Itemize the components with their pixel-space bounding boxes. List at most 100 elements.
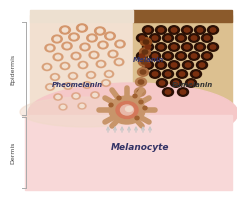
Ellipse shape	[68, 73, 78, 79]
Ellipse shape	[54, 37, 60, 41]
Ellipse shape	[150, 34, 160, 42]
Ellipse shape	[204, 36, 210, 40]
Ellipse shape	[98, 41, 108, 49]
Ellipse shape	[184, 45, 190, 49]
Ellipse shape	[64, 44, 70, 48]
Ellipse shape	[193, 72, 199, 76]
Ellipse shape	[163, 34, 173, 42]
Ellipse shape	[188, 52, 200, 60]
Ellipse shape	[145, 45, 151, 49]
Ellipse shape	[52, 35, 62, 43]
Ellipse shape	[81, 63, 85, 67]
Ellipse shape	[179, 72, 185, 76]
Ellipse shape	[61, 105, 65, 109]
Ellipse shape	[109, 103, 113, 107]
Ellipse shape	[155, 61, 167, 69]
Ellipse shape	[136, 78, 146, 86]
Ellipse shape	[109, 96, 145, 124]
Ellipse shape	[117, 96, 121, 100]
Ellipse shape	[71, 74, 75, 78]
Ellipse shape	[59, 26, 70, 34]
Ellipse shape	[152, 72, 158, 76]
Ellipse shape	[143, 40, 149, 44]
Ellipse shape	[199, 63, 205, 67]
Ellipse shape	[142, 50, 148, 54]
Ellipse shape	[141, 60, 147, 64]
Text: Melanocyte: Melanocyte	[111, 144, 169, 152]
Ellipse shape	[93, 93, 97, 97]
Ellipse shape	[55, 55, 60, 59]
Ellipse shape	[100, 43, 105, 47]
Ellipse shape	[201, 34, 213, 42]
Ellipse shape	[197, 45, 203, 49]
Ellipse shape	[163, 88, 173, 96]
Ellipse shape	[188, 81, 194, 85]
Ellipse shape	[48, 85, 52, 89]
Ellipse shape	[139, 100, 143, 104]
Ellipse shape	[176, 34, 187, 42]
Ellipse shape	[126, 106, 132, 112]
Ellipse shape	[169, 61, 179, 69]
Text: Dermis: Dermis	[10, 142, 15, 164]
Ellipse shape	[53, 53, 63, 61]
Ellipse shape	[169, 26, 179, 34]
Ellipse shape	[99, 62, 103, 66]
Ellipse shape	[170, 79, 182, 87]
Ellipse shape	[184, 28, 190, 32]
Ellipse shape	[63, 64, 67, 68]
Ellipse shape	[74, 94, 78, 98]
Ellipse shape	[20, 97, 150, 127]
Ellipse shape	[155, 26, 167, 34]
Ellipse shape	[158, 28, 164, 32]
Ellipse shape	[62, 42, 72, 50]
Ellipse shape	[137, 68, 149, 76]
Ellipse shape	[169, 43, 179, 51]
Bar	[133, 10, 232, 22]
Ellipse shape	[60, 62, 70, 70]
Ellipse shape	[138, 80, 144, 84]
Ellipse shape	[107, 72, 111, 76]
Ellipse shape	[96, 60, 106, 68]
Ellipse shape	[78, 61, 88, 69]
Ellipse shape	[178, 88, 188, 96]
Ellipse shape	[141, 38, 151, 46]
Ellipse shape	[150, 52, 160, 60]
Ellipse shape	[115, 40, 125, 48]
Ellipse shape	[46, 84, 55, 90]
Ellipse shape	[62, 28, 68, 32]
Ellipse shape	[89, 73, 93, 77]
Ellipse shape	[150, 70, 160, 78]
Ellipse shape	[120, 105, 133, 115]
Ellipse shape	[178, 36, 184, 40]
Ellipse shape	[173, 81, 179, 85]
Ellipse shape	[135, 88, 146, 96]
Ellipse shape	[165, 36, 171, 40]
Ellipse shape	[104, 70, 114, 78]
Ellipse shape	[156, 79, 168, 87]
Ellipse shape	[42, 63, 52, 71]
Ellipse shape	[133, 94, 137, 98]
Ellipse shape	[71, 52, 81, 60]
Ellipse shape	[165, 72, 171, 76]
Ellipse shape	[177, 70, 187, 78]
Ellipse shape	[105, 32, 115, 40]
Ellipse shape	[116, 102, 138, 118]
Ellipse shape	[47, 46, 53, 50]
Ellipse shape	[163, 70, 173, 78]
Ellipse shape	[137, 52, 147, 60]
Ellipse shape	[53, 75, 57, 79]
Ellipse shape	[145, 63, 151, 67]
Ellipse shape	[72, 93, 80, 99]
Ellipse shape	[140, 70, 146, 74]
Bar	[30, 15, 133, 115]
Text: Pheomelanin: Pheomelanin	[51, 82, 103, 88]
Ellipse shape	[178, 54, 184, 58]
Ellipse shape	[191, 36, 197, 40]
Ellipse shape	[117, 42, 123, 46]
Ellipse shape	[45, 65, 49, 69]
Ellipse shape	[165, 54, 171, 58]
Ellipse shape	[80, 43, 90, 51]
Ellipse shape	[182, 26, 192, 34]
Ellipse shape	[188, 34, 200, 42]
Ellipse shape	[145, 28, 151, 32]
